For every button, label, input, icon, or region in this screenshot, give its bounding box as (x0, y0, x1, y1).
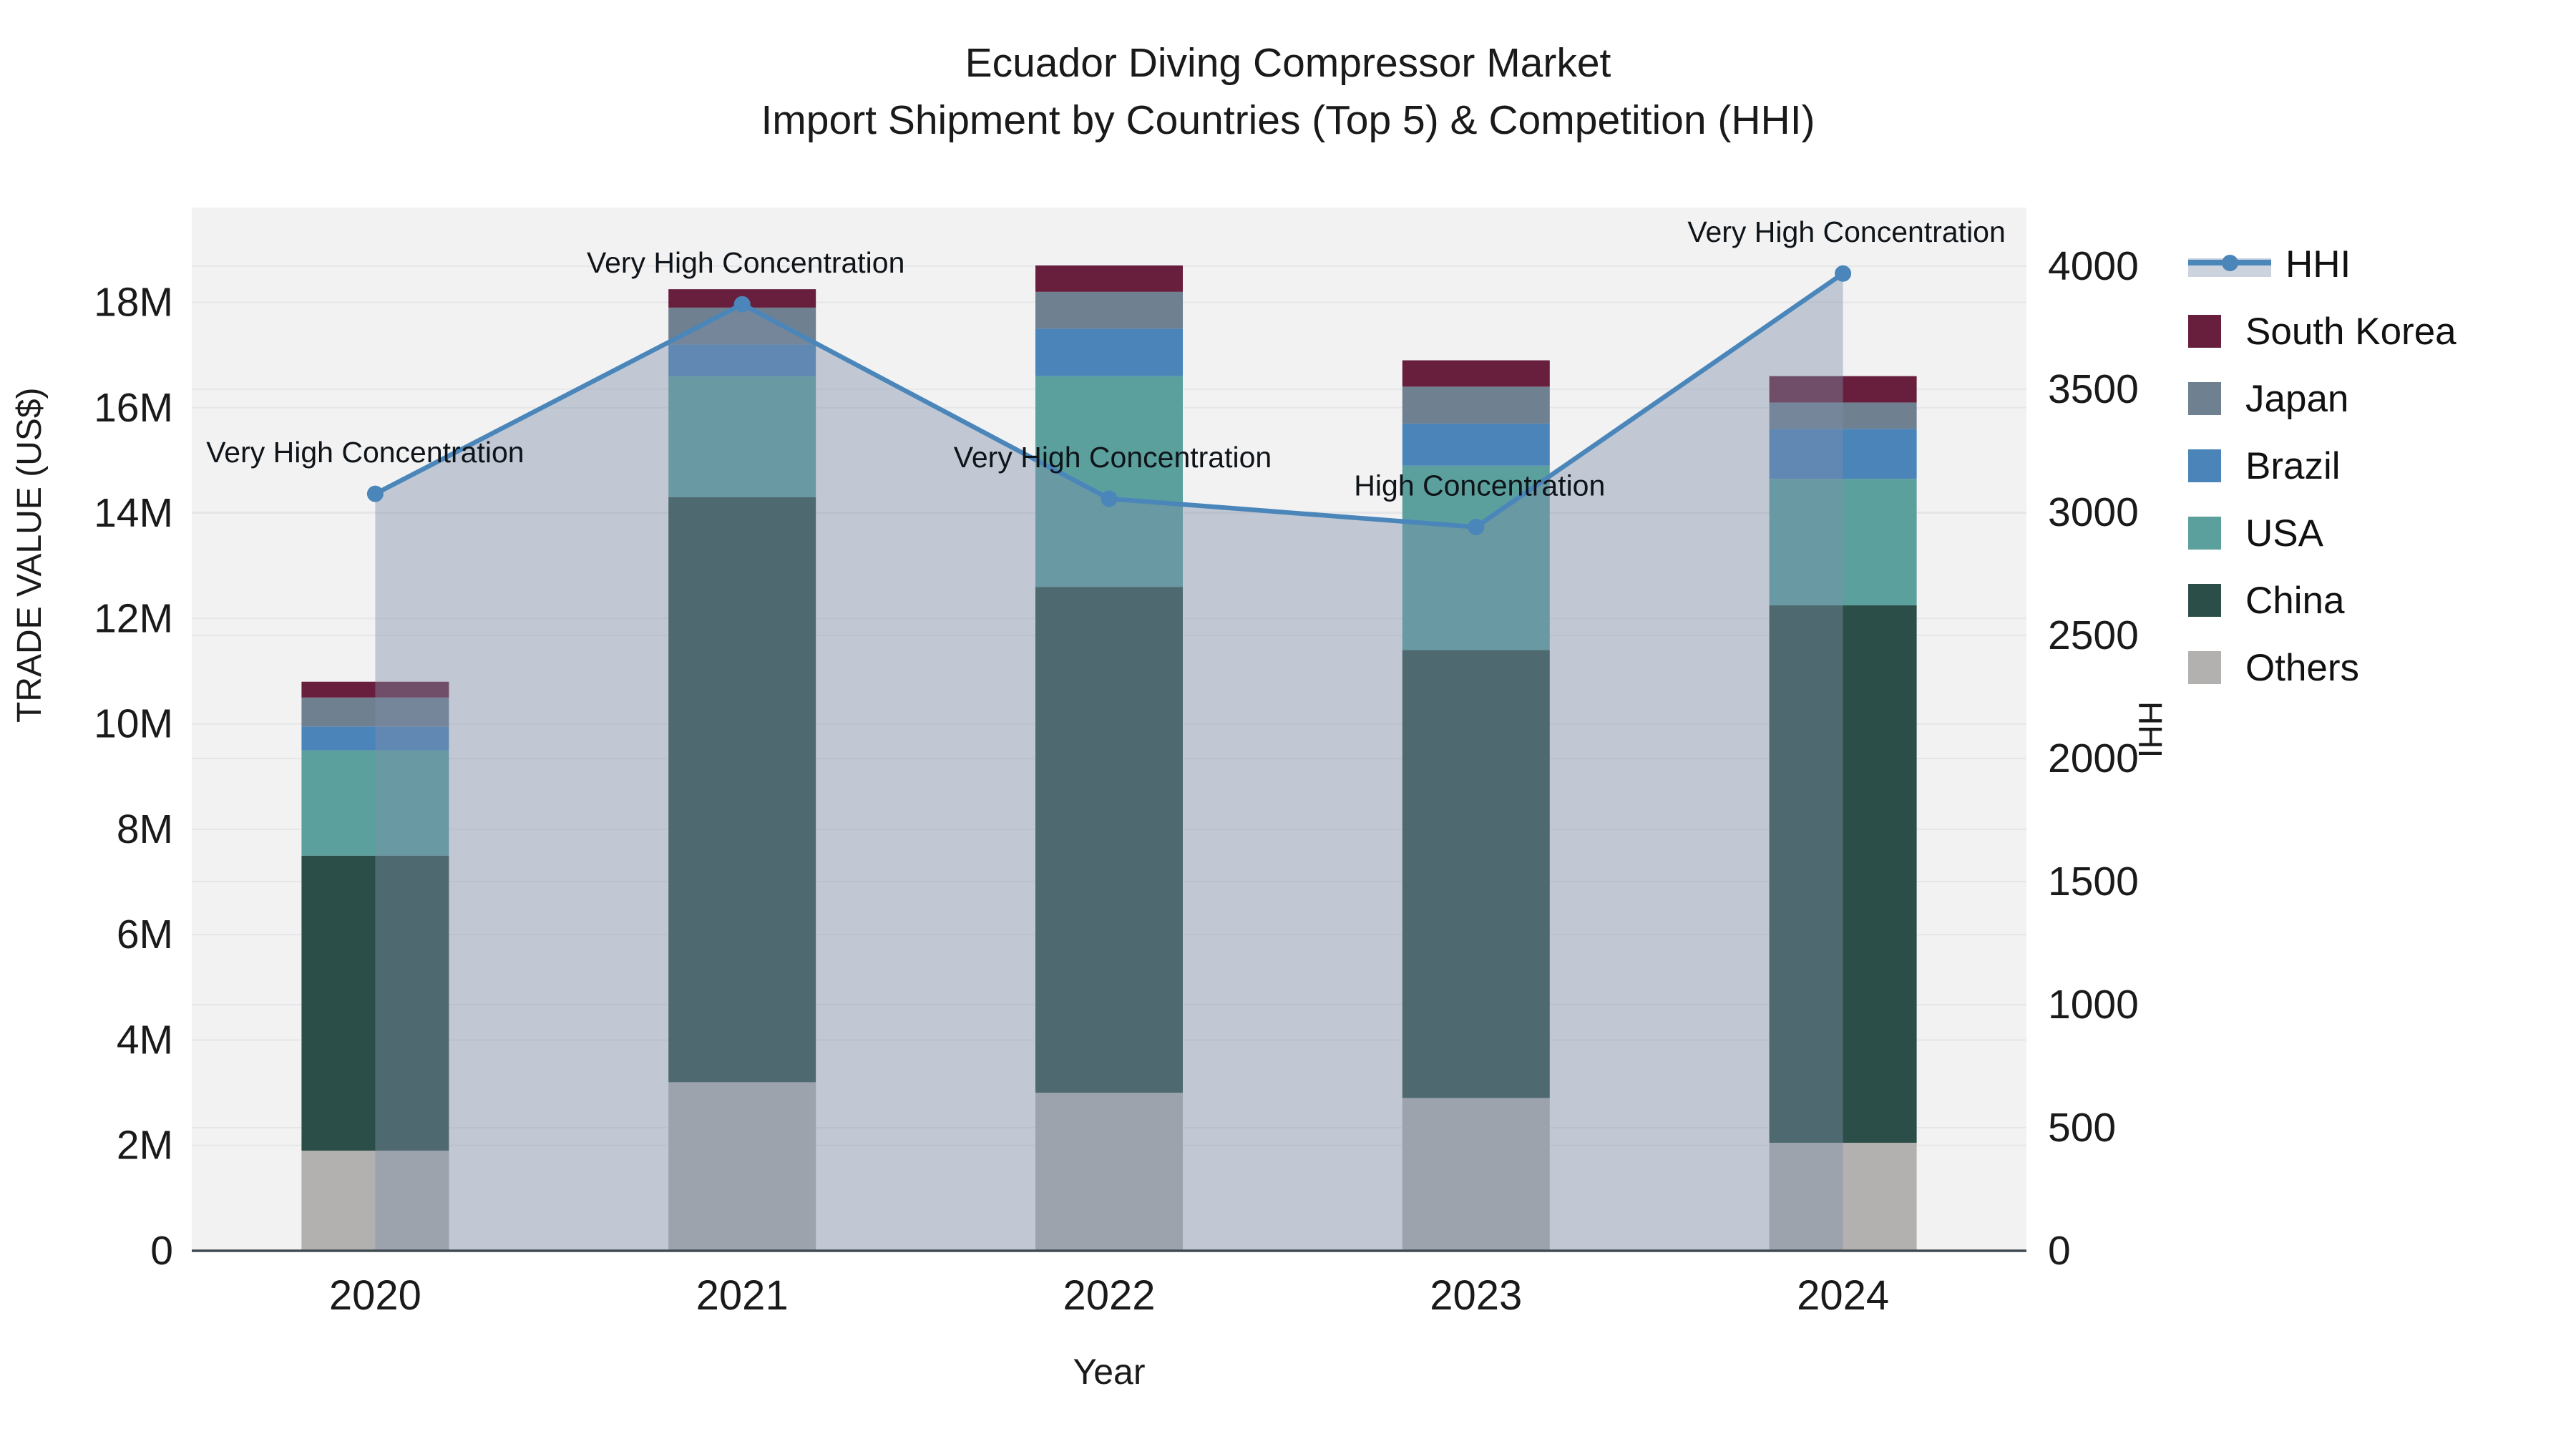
right-axis-tick-label: 2000 (2048, 736, 2139, 781)
bar-segment-brazil-2024[interactable] (1769, 429, 1917, 479)
bar-segment-japan-2020[interactable] (301, 697, 449, 727)
legend-label: South Korea (2245, 310, 2457, 353)
hhi-marker-2021[interactable] (733, 296, 751, 313)
chart-title-line1: Ecuador Diving Compressor Market (965, 40, 1611, 86)
left-axis-tick-label: 12M (94, 595, 173, 641)
right-axis-tick-label: 2500 (2048, 613, 2139, 658)
bar-segment-south-korea-2023[interactable] (1402, 360, 1550, 387)
annotation-2021: Very High Concentration (587, 246, 904, 279)
bar-segment-south-korea-2024[interactable] (1769, 376, 1917, 403)
annotation-2022: Very High Concentration (954, 441, 1272, 474)
legend-item-others[interactable]: Others (2188, 634, 2457, 701)
legend-item-usa[interactable]: USA (2188, 499, 2457, 567)
legend: HHI South Korea Japan Brazil USA China Others (2188, 230, 2457, 701)
bar-segment-others-2021[interactable] (668, 1082, 816, 1251)
bar-segment-others-2022[interactable] (1035, 1093, 1183, 1251)
legend-label: Others (2245, 646, 2360, 689)
legend-color-swatch-icon (2188, 517, 2221, 550)
legend-color-swatch-icon (2188, 651, 2221, 684)
bar-segment-brazil-2022[interactable] (1035, 328, 1183, 376)
right-axis-tick-label: 1000 (2048, 982, 2139, 1028)
bar-segment-south-korea-2022[interactable] (1035, 265, 1183, 292)
bar-segment-usa-2024[interactable] (1769, 479, 1917, 605)
right-axis-tick-label: 4000 (2048, 243, 2139, 289)
legend-color-swatch-icon (2188, 382, 2221, 415)
legend-color-swatch-icon (2188, 449, 2221, 482)
bar-segment-japan-2024[interactable] (1769, 402, 1917, 429)
left-axis-tick-label: 16M (94, 385, 173, 431)
left-axis-tick-label: 14M (94, 490, 173, 536)
bar-segment-usa-2022[interactable] (1035, 376, 1183, 587)
bar-segment-brazil-2021[interactable] (668, 344, 816, 376)
left-axis-tick-label: 10M (94, 701, 173, 747)
legend-item-brazil[interactable]: Brazil (2188, 432, 2457, 499)
bar-segment-china-2022[interactable] (1035, 587, 1183, 1093)
x-axis-tick-label-2024: 2024 (1797, 1272, 1889, 1319)
bar-segment-japan-2021[interactable] (668, 307, 816, 345)
hhi-line-swatch-icon (2188, 248, 2271, 280)
legend-item-china[interactable]: China (2188, 567, 2457, 634)
right-axis-tick-label: 3000 (2048, 489, 2139, 535)
annotation-2023: High Concentration (1354, 469, 1605, 502)
hhi-marker-2020[interactable] (366, 485, 384, 502)
legend-label: China (2245, 579, 2345, 622)
bar-segment-others-2023[interactable] (1402, 1098, 1550, 1251)
x-axis-tick-label-2023: 2023 (1430, 1272, 1522, 1319)
legend-item-south-korea[interactable]: South Korea (2188, 298, 2457, 365)
bar-segment-others-2020[interactable] (301, 1151, 449, 1251)
left-axis-tick-label: 0 (150, 1228, 173, 1274)
right-axis-tick-label: 1500 (2048, 859, 2139, 904)
legend-label: Japan (2245, 377, 2349, 420)
bar-segment-brazil-2023[interactable] (1402, 423, 1550, 466)
hhi-marker-2024[interactable] (1835, 265, 1852, 282)
hhi-area-fill (375, 273, 1843, 1252)
bar-segment-usa-2021[interactable] (668, 376, 816, 497)
hhi-marker-2023[interactable] (1468, 519, 1485, 536)
chart-title: Ecuador Diving Compressor Market Import … (0, 34, 2576, 149)
bar-segment-usa-2023[interactable] (1402, 465, 1550, 650)
left-axis-tick-label: 2M (117, 1123, 173, 1169)
legend-color-swatch-icon (2188, 584, 2221, 617)
right-axis-tick-label: 500 (2048, 1105, 2116, 1151)
left-axis-tick-label: 18M (94, 280, 173, 326)
bar-segment-japan-2023[interactable] (1402, 386, 1550, 424)
x-axis-tick-label-2021: 2021 (696, 1272, 789, 1319)
legend-color-swatch-icon (2188, 315, 2221, 348)
bar-segment-china-2021[interactable] (668, 497, 816, 1083)
bar-segment-others-2024[interactable] (1769, 1143, 1917, 1251)
left-axis-tick-label: 6M (117, 912, 173, 957)
chart-title-line2: Import Shipment by Countries (Top 5) & C… (761, 97, 1815, 143)
legend-label-hhi: HHI (2285, 243, 2351, 286)
x-axis-tick-label-2022: 2022 (1063, 1272, 1155, 1319)
annotation-2024: Very High Concentration (1687, 215, 2005, 248)
hhi-marker-2022[interactable] (1101, 490, 1118, 507)
bar-segment-south-korea-2020[interactable] (301, 681, 449, 698)
legend-label: Brazil (2245, 444, 2341, 487)
bar-segment-china-2023[interactable] (1402, 650, 1550, 1098)
legend-item-hhi[interactable]: HHI (2188, 230, 2457, 298)
x-axis-tick-label-2020: 2020 (329, 1272, 421, 1319)
bar-segment-japan-2022[interactable] (1035, 291, 1183, 329)
right-axis-tick-label: 0 (2048, 1228, 2071, 1274)
bar-segment-china-2020[interactable] (301, 855, 449, 1151)
left-axis-tick-label: 4M (117, 1017, 173, 1063)
bar-segment-usa-2020[interactable] (301, 750, 449, 856)
right-axis-tick-label: 3500 (2048, 366, 2139, 412)
bar-segment-brazil-2020[interactable] (301, 726, 449, 751)
annotation-2020: Very High Concentration (206, 436, 524, 469)
left-axis-tick-label: 8M (117, 806, 173, 852)
legend-label: USA (2245, 512, 2323, 555)
bar-segment-china-2024[interactable] (1769, 605, 1917, 1143)
x-axis-title: Year (1073, 1352, 1146, 1392)
legend-item-japan[interactable]: Japan (2188, 365, 2457, 432)
